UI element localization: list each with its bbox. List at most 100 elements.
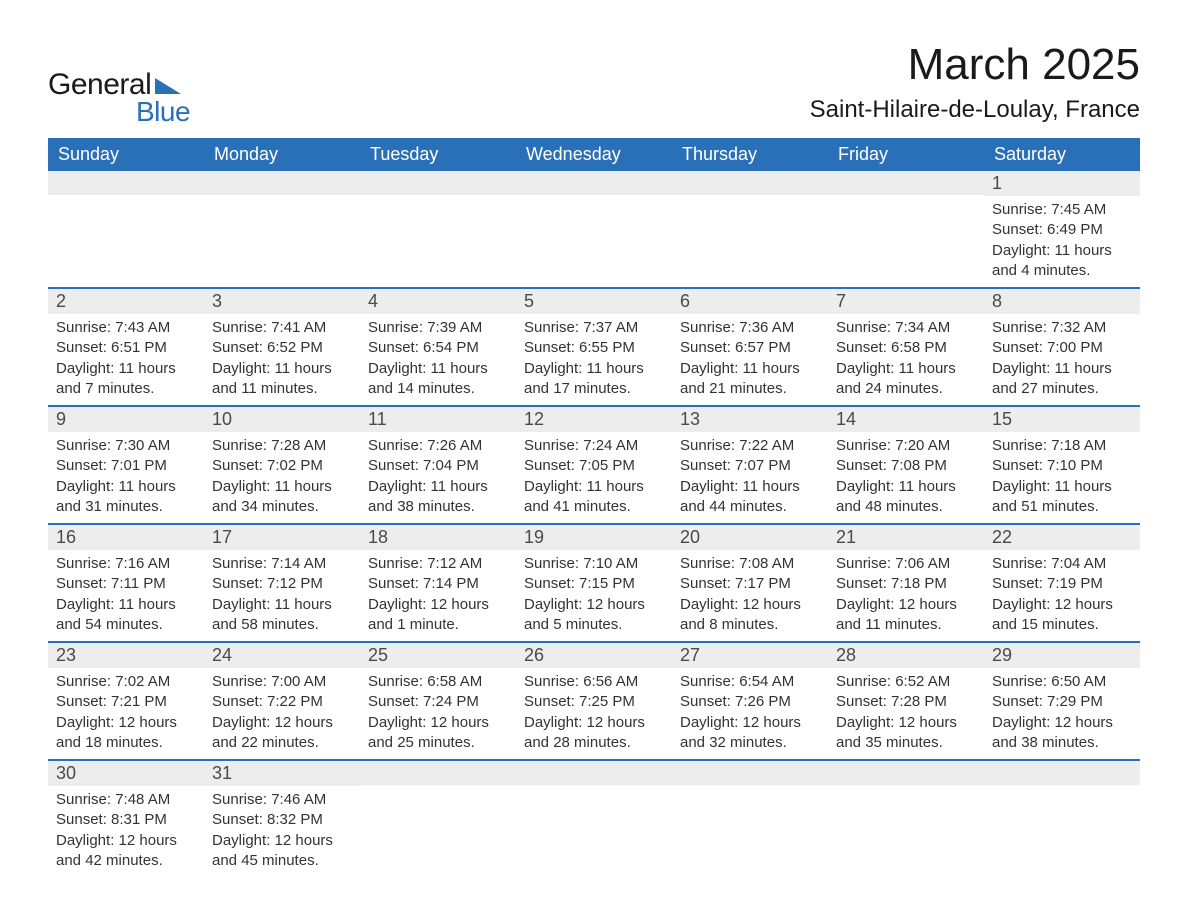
day-number-band: 17 (204, 525, 360, 550)
calendar-cell: 13 Sunrise: 7:22 AMSunset: 7:07 PMDayligh… (672, 406, 828, 524)
sunset-line: Sunset: 8:32 PM (212, 810, 352, 830)
sunrise-line: Sunrise: 7:41 AM (212, 318, 352, 338)
sunrise-line: Sunrise: 7:02 AM (56, 672, 196, 692)
sunset-line: Sunset: 7:11 PM (56, 574, 196, 594)
calendar-cell: 9Sunrise: 7:30 AMSunset: 7:01 PMDaylight… (48, 406, 204, 524)
sunrise-line: Sunrise: 7:24 AM (524, 436, 664, 456)
day-number-band (204, 171, 360, 195)
day-number-band (360, 171, 516, 195)
sunrise-line: Sunrise: 6:52 AM (836, 672, 976, 692)
daylight-line: Daylight: 12 hours and 5 minutes. (524, 595, 664, 636)
sunset-line: Sunset: 6:55 PM (524, 338, 664, 358)
sunrise-line: Sunrise: 7:43 AM (56, 318, 196, 338)
sunset-line: Sunset: 7:29 PM (992, 692, 1132, 712)
day-number-band: 5 (516, 289, 672, 314)
sunrise-line: Sunrise: 7:37 AM (524, 318, 664, 338)
day-number-band (828, 171, 984, 195)
daylight-line: Daylight: 12 hours and 18 minutes. (56, 713, 196, 754)
calendar-cell: 12Sunrise: 7:24 AMSunset: 7:05 PMDayligh… (516, 406, 672, 524)
day-number-band: 1 (984, 171, 1140, 196)
calendar-cell (204, 171, 360, 288)
calendar-cell: 24 Sunrise: 7:00 AMSunset: 7:22 PMDayligh… (204, 642, 360, 760)
day-number-band: 28 (828, 643, 984, 668)
daylight-line: Daylight: 12 hours and 11 minutes. (836, 595, 976, 636)
sunrise-line: Sunrise: 7:36 AM (680, 318, 820, 338)
daylight-line: Daylight: 12 hours and 45 minutes. (212, 831, 352, 872)
day-number-band: 26 (516, 643, 672, 668)
day-number-band (516, 761, 672, 785)
daylight-line: Daylight: 12 hours and 8 minutes. (680, 595, 820, 636)
daylight-line: Daylight: 11 hours and 21 minutes. (680, 359, 820, 400)
calendar-cell: 20Sunrise: 7:08 AMSunset: 7:17 PMDayligh… (672, 524, 828, 642)
day-detail: Sunrise: 7:45 AMSunset: 6:49 PMDaylight:… (992, 200, 1132, 281)
daylight-line: Daylight: 11 hours and 58 minutes. (212, 595, 352, 636)
day-header: Friday (828, 138, 984, 171)
day-number-band (360, 761, 516, 785)
day-detail: Sunrise: 7:02 AMSunset: 7:21 PMDaylight:… (56, 672, 196, 753)
daylight-line: Daylight: 11 hours and 7 minutes. (56, 359, 196, 400)
sunset-line: Sunset: 7:04 PM (368, 456, 508, 476)
daylight-line: Daylight: 11 hours and 38 minutes. (368, 477, 508, 518)
sunset-line: Sunset: 7:17 PM (680, 574, 820, 594)
day-detail: Sunrise: 7:48 AMSunset: 8:31 PMDaylight:… (56, 790, 196, 871)
day-detail: Sunrise: 7:10 AMSunset: 7:15 PMDaylight:… (524, 554, 664, 635)
day-detail: Sunrise: 7:30 AMSunset: 7:01 PMDaylight:… (56, 436, 196, 517)
sunset-line: Sunset: 7:21 PM (56, 692, 196, 712)
sunset-line: Sunset: 7:01 PM (56, 456, 196, 476)
calendar-cell: 19 Sunrise: 7:10 AMSunset: 7:15 PMDayligh… (516, 524, 672, 642)
sunset-line: Sunset: 7:19 PM (992, 574, 1132, 594)
sunset-line: Sunset: 6:52 PM (212, 338, 352, 358)
sunset-line: Sunset: 7:25 PM (524, 692, 664, 712)
day-number-band: 4 (360, 289, 516, 314)
sunrise-line: Sunrise: 7:45 AM (992, 200, 1132, 220)
day-number-band: 24 (204, 643, 360, 668)
calendar-cell: 22Sunrise: 7:04 AMSunset: 7:19 PMDayligh… (984, 524, 1140, 642)
calendar-cell: 31Sunrise: 7:46 AMSunset: 8:32 PMDayligh… (204, 760, 360, 877)
day-number-band: 30 (48, 761, 204, 786)
sunrise-line: Sunrise: 7:14 AM (212, 554, 352, 574)
day-detail: Sunrise: 7:28 AMSunset: 7:02 PMDaylight:… (212, 436, 352, 517)
calendar-week-row: 2Sunrise: 7:43 AMSunset: 6:51 PMDaylight… (48, 288, 1140, 406)
day-header: Wednesday (516, 138, 672, 171)
calendar-cell (672, 760, 828, 877)
day-detail: Sunrise: 7:18 AMSunset: 7:10 PMDaylight:… (992, 436, 1132, 517)
day-number-band: 13 (672, 407, 828, 432)
calendar-cell: 3Sunrise: 7:41 AMSunset: 6:52 PMDaylight… (204, 288, 360, 406)
sunrise-line: Sunrise: 7:04 AM (992, 554, 1132, 574)
day-detail: Sunrise: 7:39 AMSunset: 6:54 PMDaylight:… (368, 318, 508, 399)
calendar-cell: 11Sunrise: 7:26 AMSunset: 7:04 PMDayligh… (360, 406, 516, 524)
calendar-cell: 23Sunrise: 7:02 AMSunset: 7:21 PMDayligh… (48, 642, 204, 760)
calendar-cell: 10Sunrise: 7:28 AMSunset: 7:02 PMDayligh… (204, 406, 360, 524)
daylight-line: Daylight: 12 hours and 22 minutes. (212, 713, 352, 754)
calendar-cell: 5Sunrise: 7:37 AMSunset: 6:55 PMDaylight… (516, 288, 672, 406)
sunrise-line: Sunrise: 7:34 AM (836, 318, 976, 338)
day-number-band: 8 (984, 289, 1140, 314)
day-number-band (48, 171, 204, 195)
day-number-band: 6 (672, 289, 828, 314)
day-detail: Sunrise: 7:36 AMSunset: 6:57 PMDaylight:… (680, 318, 820, 399)
calendar-week-row: 23Sunrise: 7:02 AMSunset: 7:21 PMDayligh… (48, 642, 1140, 760)
sunset-line: Sunset: 7:24 PM (368, 692, 508, 712)
day-detail: Sunrise: 6:52 AMSunset: 7:28 PMDaylight:… (836, 672, 976, 753)
calendar-cell: 21Sunrise: 7:06 AMSunset: 7:18 PMDayligh… (828, 524, 984, 642)
sunrise-line: Sunrise: 7:06 AM (836, 554, 976, 574)
day-number-band: 16 (48, 525, 204, 550)
sunset-line: Sunset: 8:31 PM (56, 810, 196, 830)
month-title: March 2025 (810, 40, 1140, 90)
calendar-cell (360, 760, 516, 877)
sunrise-line: Sunrise: 7:32 AM (992, 318, 1132, 338)
sunrise-line: Sunrise: 6:56 AM (524, 672, 664, 692)
calendar-cell (828, 760, 984, 877)
day-header: Monday (204, 138, 360, 171)
sunrise-line: Sunrise: 7:39 AM (368, 318, 508, 338)
sunset-line: Sunset: 6:57 PM (680, 338, 820, 358)
day-number-band: 19 (516, 525, 672, 550)
calendar-cell: 15 Sunrise: 7:18 AMSunset: 7:10 PMDayligh… (984, 406, 1140, 524)
day-detail: Sunrise: 7:22 AMSunset: 7:07 PMDaylight:… (680, 436, 820, 517)
day-detail: Sunrise: 7:00 AMSunset: 7:22 PMDaylight:… (212, 672, 352, 753)
page-header: General Blue March 2025 Saint-Hilaire-de… (48, 40, 1140, 128)
calendar-cell: 4 Sunrise: 7:39 AMSunset: 6:54 PMDaylight… (360, 288, 516, 406)
day-number-band: 15 (984, 407, 1140, 432)
day-number-band: 25 (360, 643, 516, 668)
day-number-band: 12 (516, 407, 672, 432)
